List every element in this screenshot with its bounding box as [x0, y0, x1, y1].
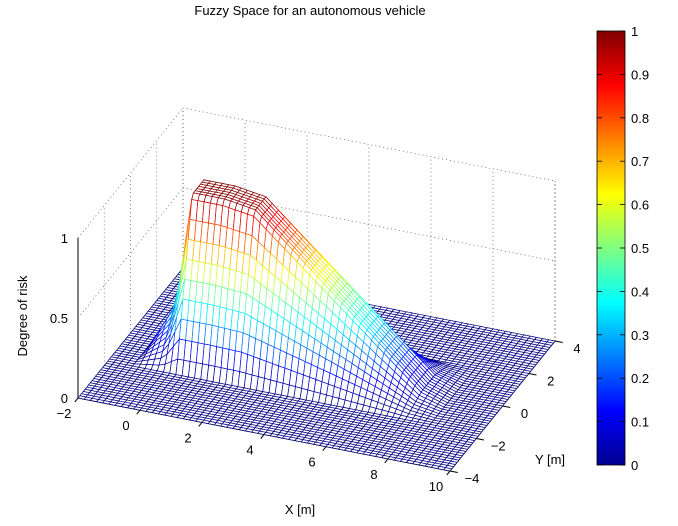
- y-axis-label: Y [m]: [535, 452, 565, 467]
- x-axis-label: X [m]: [285, 502, 315, 517]
- colorbar-tick-label: 0.2: [631, 371, 649, 386]
- chart-title: Fuzzy Space for an autonomous vehicle: [194, 3, 425, 18]
- y-tick-label: 2: [547, 374, 554, 389]
- x-tick-label: 0: [122, 418, 129, 433]
- x-tick-label: −2: [57, 406, 72, 421]
- z-tick-label: 0.5: [50, 311, 68, 326]
- colorbar-tick-label: 0.8: [631, 111, 649, 126]
- colorbar-tick-label: 0.5: [631, 241, 649, 256]
- x-tick-label: 6: [308, 455, 315, 470]
- colorbar-tick-label: 0: [631, 458, 638, 473]
- colorbar-tick-label: 1: [631, 24, 638, 39]
- x-tick-label: 2: [184, 430, 191, 445]
- z-tick-label: 0: [61, 391, 68, 406]
- z-axis-label: Degree of risk: [15, 275, 30, 356]
- x-tick-label: 10: [429, 479, 443, 494]
- colorbar-tick-label: 0.1: [631, 415, 649, 430]
- colorbar-tick-label: 0.3: [631, 328, 649, 343]
- y-tick-label: −2: [491, 439, 506, 454]
- z-tick-label: 1: [61, 231, 68, 246]
- colorbar: 0 0.1 0.2 0.3 0.4 0.5 0.6 0.7 0.8 0.9 1: [596, 24, 649, 473]
- y-tick-label: 4: [573, 341, 580, 356]
- colorbar-tick-label: 0.4: [631, 284, 649, 299]
- colorbar-tick-label: 0.7: [631, 154, 649, 169]
- colorbar-tick-label: 0.6: [631, 198, 649, 213]
- surface-cell: [443, 467, 453, 472]
- surface-mesh: [77, 178, 556, 472]
- x-tick-label: 4: [246, 443, 253, 458]
- x-tick-label: 8: [370, 467, 377, 482]
- colorbar-tick-label: 0.9: [631, 67, 649, 82]
- y-tick-label: −4: [465, 471, 480, 486]
- y-tick-label: 0: [521, 406, 528, 421]
